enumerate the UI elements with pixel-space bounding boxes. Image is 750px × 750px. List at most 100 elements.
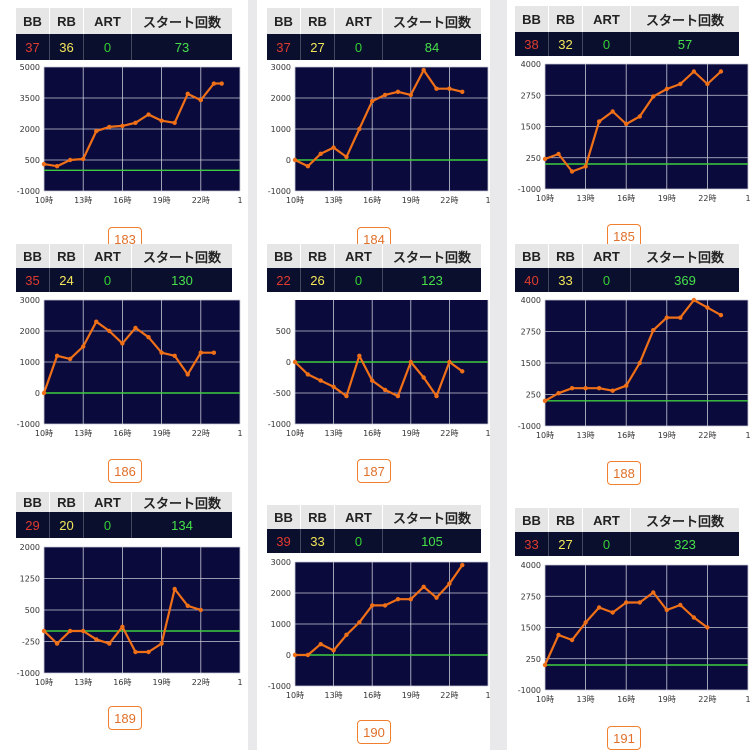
data-point [185, 603, 190, 608]
rb-value: 27 [301, 34, 335, 60]
x-tick-label: 10時 [35, 429, 53, 438]
data-point [556, 391, 561, 396]
x-tick-label: 16時 [113, 678, 131, 687]
y-tick-label: -1000 [268, 187, 291, 196]
data-point [305, 372, 311, 377]
data-point [318, 151, 323, 156]
start-count-header: スタート回数 [142, 249, 221, 265]
data-point [434, 595, 439, 600]
x-tick-label: 13時 [325, 429, 343, 438]
data-point [434, 393, 439, 399]
bb-header: BB [267, 8, 301, 34]
data-point [211, 81, 217, 86]
stats-header: BB RB ART スタート回数 [515, 244, 739, 268]
stats-header: BB RB ART スタート回数 [16, 8, 232, 34]
bb-header: BB [515, 244, 549, 268]
x-tick-label: 22時 [192, 678, 210, 687]
x-tick-label: 13時 [577, 431, 595, 440]
x-tick-label: 22時 [440, 429, 458, 438]
data-point [382, 92, 388, 98]
machine-number-button[interactable]: 187 [357, 459, 391, 483]
art-value: 0 [84, 34, 132, 60]
x-tick-label: 22時 [698, 194, 716, 203]
machine-number-button[interactable]: 189 [108, 706, 142, 730]
x-tick-label: 13時 [325, 691, 343, 700]
machine-number-button[interactable]: 190 [357, 720, 391, 744]
data-point [447, 86, 452, 91]
stats-values: 38 32 0 57 [515, 32, 739, 56]
y-tick-label: 1250 [20, 575, 40, 584]
data-point [344, 632, 349, 638]
y-tick-label: 250 [526, 655, 541, 664]
data-point [54, 353, 60, 358]
data-point [318, 641, 323, 647]
data-point [41, 390, 47, 396]
stats-values: 29 20 0 134 [16, 512, 232, 538]
difference-line [42, 320, 214, 394]
y-tick-label: 3000 [271, 558, 291, 567]
data-point [460, 89, 465, 94]
y-tick-label: 3000 [271, 63, 291, 72]
data-point [542, 156, 548, 162]
data-point [198, 97, 203, 103]
data-point [447, 359, 452, 365]
y-tick-label: 250 [526, 391, 541, 400]
x-tick-label: 22時 [440, 196, 458, 205]
y-tick-label: 5000 [20, 63, 40, 72]
x-tick-label: 1 [237, 429, 242, 438]
data-point [569, 169, 575, 174]
data-point [610, 109, 615, 114]
data-point [107, 328, 112, 334]
rb-header: RB [549, 6, 583, 32]
data-point [447, 581, 452, 586]
bb-header: BB [515, 508, 549, 532]
data-point [651, 328, 656, 333]
machine-number-button[interactable]: 186 [108, 459, 142, 483]
y-tick-label: 2750 [521, 328, 541, 337]
machine-number-button[interactable]: 188 [607, 461, 641, 485]
stats-values: 39 33 0 105 [267, 529, 481, 553]
y-tick-label: 2750 [521, 91, 541, 100]
data-point [198, 350, 203, 355]
y-tick-label: 1500 [521, 624, 541, 633]
bb-header: BB [16, 8, 50, 34]
data-point [94, 128, 99, 134]
data-point [133, 325, 138, 331]
data-point [718, 69, 724, 74]
y-tick-label: 1000 [271, 620, 291, 629]
data-point [357, 353, 362, 358]
data-point [460, 369, 465, 374]
data-point [211, 350, 217, 355]
machine-number-button[interactable]: 191 [607, 726, 641, 750]
x-tick-label: 16時 [363, 429, 381, 438]
art-value: 0 [335, 529, 383, 553]
x-tick-label: 19時 [153, 429, 171, 438]
x-tick-label: 19時 [658, 194, 676, 203]
data-point [382, 603, 388, 608]
data-point [691, 615, 697, 620]
data-point [172, 586, 177, 592]
stats-header: BB RB ART スタート回数 [267, 505, 481, 529]
data-point [624, 121, 629, 127]
y-tick-label: 2750 [521, 592, 541, 601]
y-tick-label: 4000 [521, 561, 541, 570]
bb-header: BB [515, 6, 549, 32]
art-header: ART [84, 8, 132, 34]
data-point [159, 641, 164, 646]
rb-value: 27 [549, 532, 583, 556]
x-tick-label: 16時 [363, 691, 381, 700]
data-point [81, 344, 86, 349]
art-header: ART [583, 244, 631, 268]
rb-header: RB [549, 244, 583, 268]
data-point [107, 641, 112, 646]
data-point [185, 372, 190, 377]
rb-header: RB [301, 244, 335, 268]
data-point [318, 378, 323, 383]
data-point [331, 145, 336, 150]
x-tick-label: 10時 [35, 196, 53, 205]
y-tick-label: 1500 [521, 359, 541, 368]
x-tick-label: 19時 [402, 691, 420, 700]
